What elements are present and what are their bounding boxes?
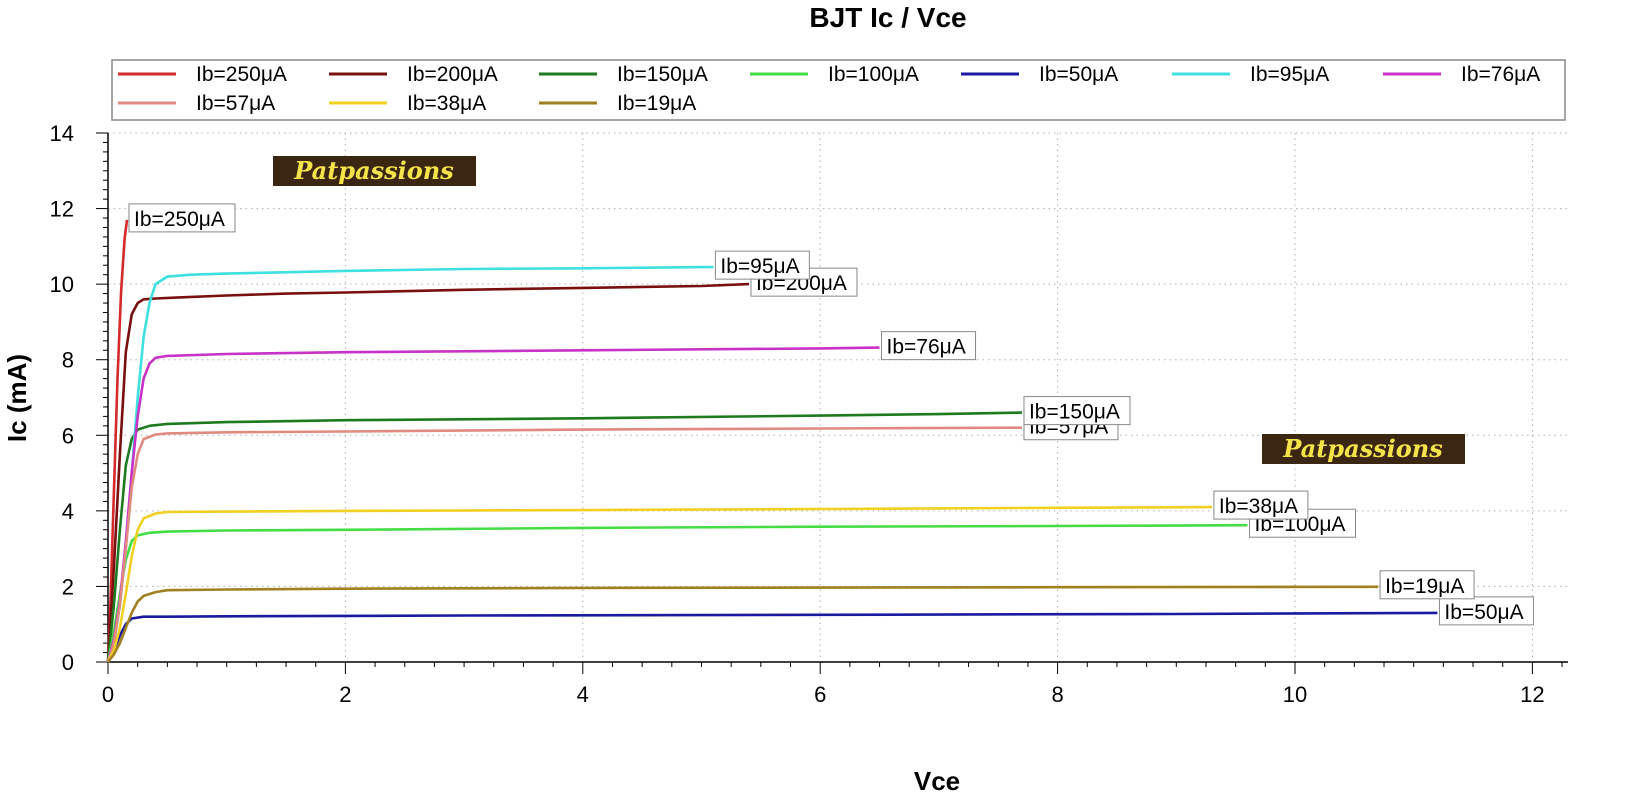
y-tick-label: 10 — [50, 272, 74, 297]
series-end-label: Ib=150μA — [1023, 396, 1131, 426]
series-layer — [106, 219, 1438, 663]
x-tick-label: 12 — [1520, 682, 1544, 707]
legend-label: Ib=19μA — [617, 92, 696, 115]
series-end-label: Ib=38μA — [1213, 490, 1309, 520]
x-tick-label: 0 — [102, 682, 114, 707]
svg-text:Patpassions: Patpassions — [1282, 434, 1443, 463]
axes: 0 2 4 6 8 10 12 0 2 4 6 8 10 12 14 — [50, 121, 1568, 707]
series-line — [106, 505, 1212, 663]
y-tick-label: 0 — [62, 650, 74, 675]
x-tick-label: 6 — [814, 682, 826, 707]
legend: Ib=250μA Ib=200μA Ib=150μA Ib=100μA Ib=50μA I… — [111, 59, 1566, 121]
legend-item: Ib=76μA — [1383, 63, 1540, 86]
x-axis-label: Vce — [914, 766, 960, 796]
y-tick-label: 4 — [62, 499, 74, 524]
legend-item: Ib=50μA — [961, 63, 1118, 86]
series-line — [106, 426, 1023, 663]
series-end-label-box — [714, 250, 810, 280]
x-tick-label: 2 — [339, 682, 351, 707]
series-end-label-text: Ib=38μA — [1219, 495, 1298, 518]
legend-label: Ib=250μA — [196, 63, 287, 86]
series-end-label-box — [1438, 596, 1534, 626]
chart-title: BJT Ic / Vce — [809, 2, 966, 33]
legend-box — [111, 59, 1566, 121]
legend-label: Ib=50μA — [1039, 63, 1118, 86]
series-line — [106, 282, 750, 663]
annotations: Ib=50μAIb=19μAIb=100μAIb=38μAIb=57μAIb=1… — [128, 203, 1534, 626]
legend-label: Ib=76μA — [1461, 63, 1540, 86]
watermark-logo: Patpassions — [1262, 434, 1465, 464]
legend-label: Ib=150μA — [617, 63, 708, 86]
y-tick-label: 12 — [50, 197, 74, 222]
legend-item: Ib=95μA — [1172, 63, 1329, 86]
x-tick-label: 10 — [1283, 682, 1307, 707]
legend-label: Ib=100μA — [828, 63, 919, 86]
series-line — [106, 411, 1023, 663]
series-end-label: Ib=250μA — [128, 203, 236, 233]
series-line — [106, 265, 714, 663]
series-end-label: Ib=19μA — [1379, 570, 1475, 600]
series-line — [106, 523, 1248, 663]
svg-text:Patpassions: Patpassions — [293, 156, 454, 185]
legend-item: Ib=250μA — [118, 63, 287, 86]
series-end-label-box — [1213, 490, 1309, 520]
series-end-label-text: Ib=250μA — [134, 208, 225, 231]
series-end-label-text: Ib=50μA — [1444, 601, 1523, 624]
series-end-label-box — [128, 203, 236, 233]
series-end-label-text: Ib=150μA — [1029, 401, 1120, 424]
legend-item: Ib=200μA — [329, 63, 498, 86]
series-end-label-text: Ib=19μA — [1385, 575, 1464, 598]
watermark-logo: Patpassions — [273, 156, 476, 186]
series-end-label: Ib=50μA — [1438, 596, 1534, 626]
legend-label: Ib=38μA — [407, 92, 486, 115]
y-tick-label: 6 — [62, 423, 74, 448]
series-end-label: Ib=95μA — [714, 250, 810, 280]
grid — [108, 132, 1568, 662]
y-tick-label: 2 — [62, 574, 74, 599]
series-line — [106, 611, 1438, 663]
y-tick-label: 8 — [62, 348, 74, 373]
series-end-label-text: Ib=95μA — [720, 255, 799, 278]
x-tick-label: 8 — [1051, 682, 1063, 707]
legend-item: Ib=38μA — [329, 92, 486, 115]
legend-label: Ib=200μA — [407, 63, 498, 86]
x-tick-label: 4 — [577, 682, 589, 707]
legend-item: Ib=100μA — [750, 63, 919, 86]
legend-label: Ib=57μA — [196, 92, 275, 115]
y-axis-label: Ic (mA) — [2, 354, 32, 442]
legend-label: Ib=95μA — [1250, 63, 1329, 86]
legend-item: Ib=57μA — [118, 92, 275, 115]
series-end-label-box — [1379, 570, 1475, 600]
series-end-label-text: Ib=76μA — [887, 336, 966, 359]
legend-item: Ib=19μA — [539, 92, 696, 115]
series-line — [106, 585, 1379, 663]
series-end-label: Ib=76μA — [881, 331, 977, 361]
legend-item: Ib=150μA — [539, 63, 708, 86]
series-end-label-box — [881, 331, 977, 361]
series-end-label-box — [1023, 396, 1131, 426]
y-tick-label: 14 — [50, 121, 74, 146]
